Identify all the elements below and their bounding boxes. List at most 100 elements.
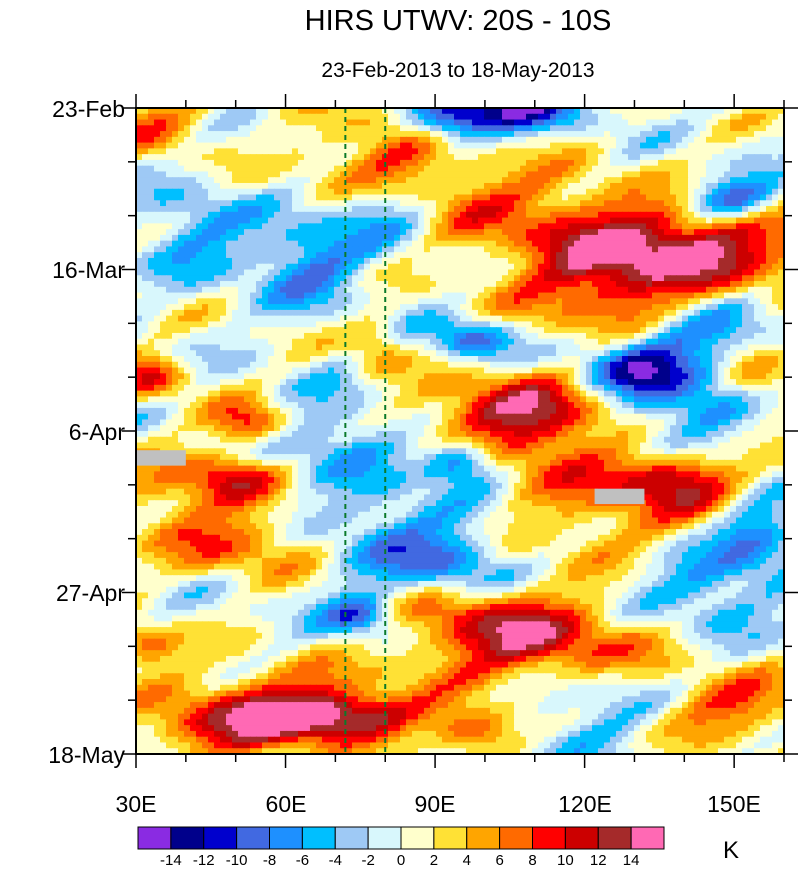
field-cell [364, 275, 371, 282]
field-cell [676, 131, 683, 138]
field-cell [460, 108, 467, 115]
field-cell [448, 119, 455, 126]
field-cell [256, 269, 263, 276]
field-cell [346, 344, 353, 351]
field-cell [472, 113, 479, 121]
field-cell [238, 344, 245, 351]
field-cell [562, 361, 569, 369]
field-cell [778, 321, 785, 328]
field-cell [220, 108, 227, 115]
field-cell [544, 298, 551, 305]
field-cell [430, 315, 437, 323]
field-cell [634, 113, 641, 121]
field-cell [742, 188, 749, 196]
field-cell [268, 125, 275, 132]
field-cell [436, 223, 443, 230]
field-cell [142, 131, 149, 138]
field-cell [196, 315, 203, 323]
field-cell [184, 223, 191, 230]
field-cell [166, 304, 173, 311]
field-cell [436, 217, 443, 224]
field-cell [352, 367, 359, 374]
field-cell [556, 119, 563, 126]
field-cell [334, 229, 341, 236]
field-cell [262, 125, 269, 132]
field-cell [496, 332, 503, 340]
field-cell [688, 286, 695, 294]
field-cell [616, 182, 623, 190]
field-cell [604, 286, 611, 294]
field-cell [532, 304, 539, 311]
field-cell [598, 367, 605, 374]
field-cell [292, 165, 299, 173]
field-cell [646, 327, 653, 334]
field-cell [208, 229, 215, 236]
field-cell [490, 177, 497, 184]
field-cell [352, 252, 359, 259]
field-cell [712, 338, 719, 346]
field-cell [574, 269, 581, 276]
field-cell [640, 131, 647, 138]
field-cell [364, 125, 371, 132]
field-cell [226, 188, 233, 196]
field-cell [268, 361, 275, 369]
field-cell [622, 298, 629, 305]
field-cell [526, 315, 533, 323]
field-cell [454, 182, 461, 190]
field-cell [358, 338, 365, 346]
field-cell [778, 269, 785, 276]
field-cell [268, 356, 275, 363]
field-cell [766, 194, 773, 201]
field-cell [490, 281, 497, 288]
field-cell [694, 131, 701, 138]
field-cell [610, 194, 617, 201]
field-cell [748, 223, 755, 230]
field-cell [748, 125, 755, 132]
field-cell [616, 206, 623, 213]
field-cell [604, 332, 611, 340]
field-cell [292, 240, 299, 248]
field-cell [160, 142, 167, 149]
field-cell [136, 275, 143, 282]
field-cell [562, 234, 569, 242]
field-cell [316, 211, 323, 219]
field-cell [244, 194, 251, 201]
field-cell [190, 142, 197, 149]
field-cell [454, 206, 461, 213]
field-cell [184, 350, 191, 357]
field-cell [724, 338, 731, 346]
field-cell [550, 211, 557, 219]
field-cell [154, 182, 161, 190]
field-cell [754, 367, 761, 374]
field-cell [334, 275, 341, 282]
field-cell [400, 223, 407, 230]
field-cell [670, 263, 677, 271]
field-cell [202, 252, 209, 259]
field-cell [604, 148, 611, 155]
field-cell [688, 108, 695, 115]
field-cell [760, 159, 767, 167]
field-cell [562, 321, 569, 328]
field-cell [274, 154, 281, 161]
field-cell [778, 119, 785, 126]
field-cell [520, 304, 527, 311]
field-cell [718, 154, 725, 161]
field-cell [772, 257, 779, 265]
field-cell [736, 263, 743, 271]
field-cell [712, 165, 719, 173]
field-cell [586, 281, 593, 288]
field-cell [724, 223, 731, 230]
field-cell [364, 263, 371, 271]
field-cell [622, 131, 629, 138]
field-cell [640, 182, 647, 190]
field-cell [490, 315, 497, 323]
field-cell [676, 223, 683, 230]
field-cell [502, 165, 509, 173]
field-cell [598, 257, 605, 265]
field-cell [604, 367, 611, 374]
field-cell [136, 119, 143, 126]
field-cell [646, 332, 653, 340]
field-cell [766, 361, 773, 369]
field-cell [274, 332, 281, 340]
field-cell [274, 373, 281, 380]
